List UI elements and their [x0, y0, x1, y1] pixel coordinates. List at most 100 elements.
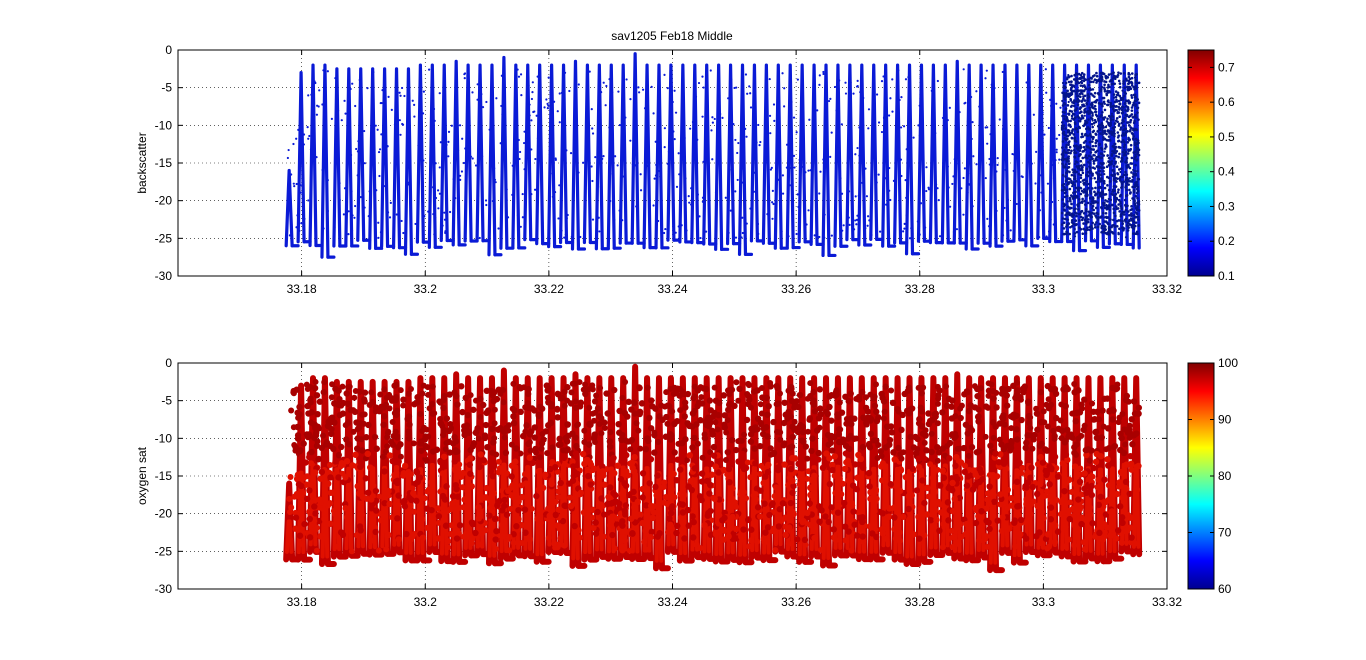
data-point [685, 522, 692, 529]
data-point [654, 509, 661, 516]
data-point [528, 114, 531, 117]
data-point [985, 392, 992, 399]
data-point [527, 84, 530, 87]
data-point [838, 79, 841, 82]
data-point [1022, 535, 1030, 542]
data-point [999, 415, 1007, 422]
data-point [1039, 459, 1047, 466]
data-point [1112, 169, 1116, 173]
data-point [1086, 193, 1089, 197]
data-point [586, 404, 593, 411]
data-point [483, 409, 490, 417]
data-point [1135, 462, 1142, 470]
data-point [851, 521, 858, 528]
data-point [1098, 126, 1102, 130]
data-point [372, 487, 380, 495]
data-point [1077, 154, 1081, 158]
data-point [1061, 543, 1068, 550]
data-point [338, 182, 341, 185]
data-point [286, 509, 293, 516]
data-point [1126, 176, 1129, 180]
data-point [494, 181, 497, 184]
data-point [556, 435, 563, 443]
data-point [1097, 173, 1100, 177]
data-point [631, 203, 634, 206]
data-point [553, 190, 557, 194]
data-point [468, 483, 476, 490]
data-point [297, 219, 300, 222]
data-point [485, 203, 488, 207]
data-point [678, 173, 681, 176]
data-point [1076, 103, 1080, 107]
data-point [1133, 119, 1136, 123]
data-point [1112, 207, 1116, 211]
data-point [1021, 175, 1024, 179]
data-point [363, 162, 366, 165]
data-point [501, 147, 505, 150]
data-point [746, 92, 749, 95]
data-point [383, 109, 386, 113]
data-point [601, 157, 604, 160]
data-point [671, 494, 678, 501]
data-point [1090, 117, 1094, 121]
data-point [569, 380, 576, 387]
data-point [857, 194, 860, 197]
data-point [697, 544, 704, 551]
data-point [1117, 430, 1124, 438]
profile-trace [1012, 63, 1022, 242]
data-point [636, 162, 639, 165]
data-point [1126, 224, 1130, 228]
data-point [818, 235, 821, 239]
data-point [392, 396, 399, 404]
data-point [809, 169, 812, 172]
data-point [811, 534, 818, 542]
data-point [372, 70, 375, 74]
data-point [613, 218, 616, 221]
data-point [570, 235, 573, 238]
data-point [915, 455, 922, 462]
data-point [589, 514, 596, 521]
data-point [1070, 117, 1074, 120]
data-point [997, 451, 1004, 458]
data-point [1128, 539, 1135, 546]
data-point [1104, 425, 1112, 432]
data-point [1124, 170, 1127, 174]
data-point [591, 179, 594, 183]
data-point [526, 536, 534, 543]
data-point [642, 445, 650, 453]
data-point [517, 450, 524, 457]
data-point [746, 396, 753, 403]
data-point [444, 507, 451, 514]
data-point [549, 524, 556, 531]
data-point [1083, 108, 1086, 112]
data-point [858, 155, 862, 158]
data-point [946, 439, 954, 447]
data-point [1062, 232, 1065, 236]
data-point [668, 486, 675, 493]
data-point [1098, 180, 1102, 183]
data-point [1117, 71, 1120, 74]
data-point [822, 158, 825, 161]
data-point [1072, 133, 1076, 136]
data-point [943, 97, 946, 101]
data-point [507, 505, 514, 512]
data-point [684, 177, 687, 180]
data-point [377, 150, 381, 154]
data-point [306, 515, 313, 523]
data-point [560, 454, 568, 462]
data-point [813, 156, 817, 159]
data-point [800, 429, 807, 436]
data-point [1114, 527, 1122, 534]
data-point [286, 156, 289, 160]
data-point [445, 427, 453, 435]
data-point [644, 107, 648, 110]
profile-trace [332, 67, 342, 248]
data-point [658, 169, 661, 173]
data-point [602, 155, 605, 158]
data-point [703, 421, 710, 429]
data-point [1080, 189, 1084, 193]
data-point [303, 495, 311, 503]
data-point [1091, 130, 1095, 134]
data-point [1061, 110, 1064, 114]
data-point [519, 539, 526, 546]
